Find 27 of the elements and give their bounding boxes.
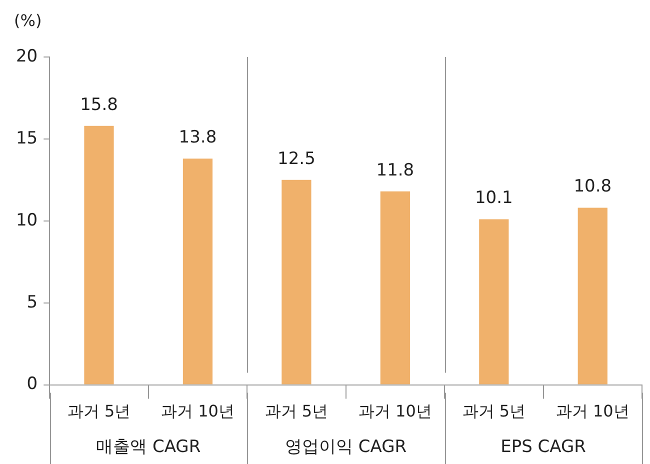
text: 영업이익 CAGR: [285, 437, 407, 458]
data-label: 15.8: [80, 94, 118, 115]
y-tick-label: 20: [16, 46, 38, 66]
text: EPS CAGR: [500, 437, 586, 458]
bar: [479, 219, 509, 384]
bar: [578, 208, 608, 384]
y-tick-label: 15: [16, 128, 38, 148]
x-tick-label: 과거 10년: [556, 402, 630, 421]
data-label: 10.8: [574, 176, 612, 197]
x-tick-label: 과거 5년: [462, 402, 526, 421]
x-tick-label: 과거 5년: [264, 402, 328, 421]
y-axis-title: (%): [14, 11, 42, 30]
x-tick-label: 과거 10년: [358, 402, 432, 421]
y-tick-label: 5: [26, 292, 38, 312]
data-label: 10.1: [474, 188, 513, 208]
bar: [282, 180, 312, 384]
x-tick-label: 과거 10년: [160, 402, 234, 421]
data-label: 11.8: [376, 160, 414, 180]
y-tick-label: 0: [26, 374, 38, 394]
text: 매출액 CAGR: [96, 437, 201, 458]
y-tick-label: 10: [16, 210, 38, 230]
data-label: 13.8: [178, 128, 217, 148]
data-label: 12.5: [278, 148, 316, 169]
bar: [380, 191, 410, 384]
bar: [84, 126, 114, 384]
x-tick-label: 과거 5년: [67, 402, 131, 421]
bar: [182, 158, 213, 384]
